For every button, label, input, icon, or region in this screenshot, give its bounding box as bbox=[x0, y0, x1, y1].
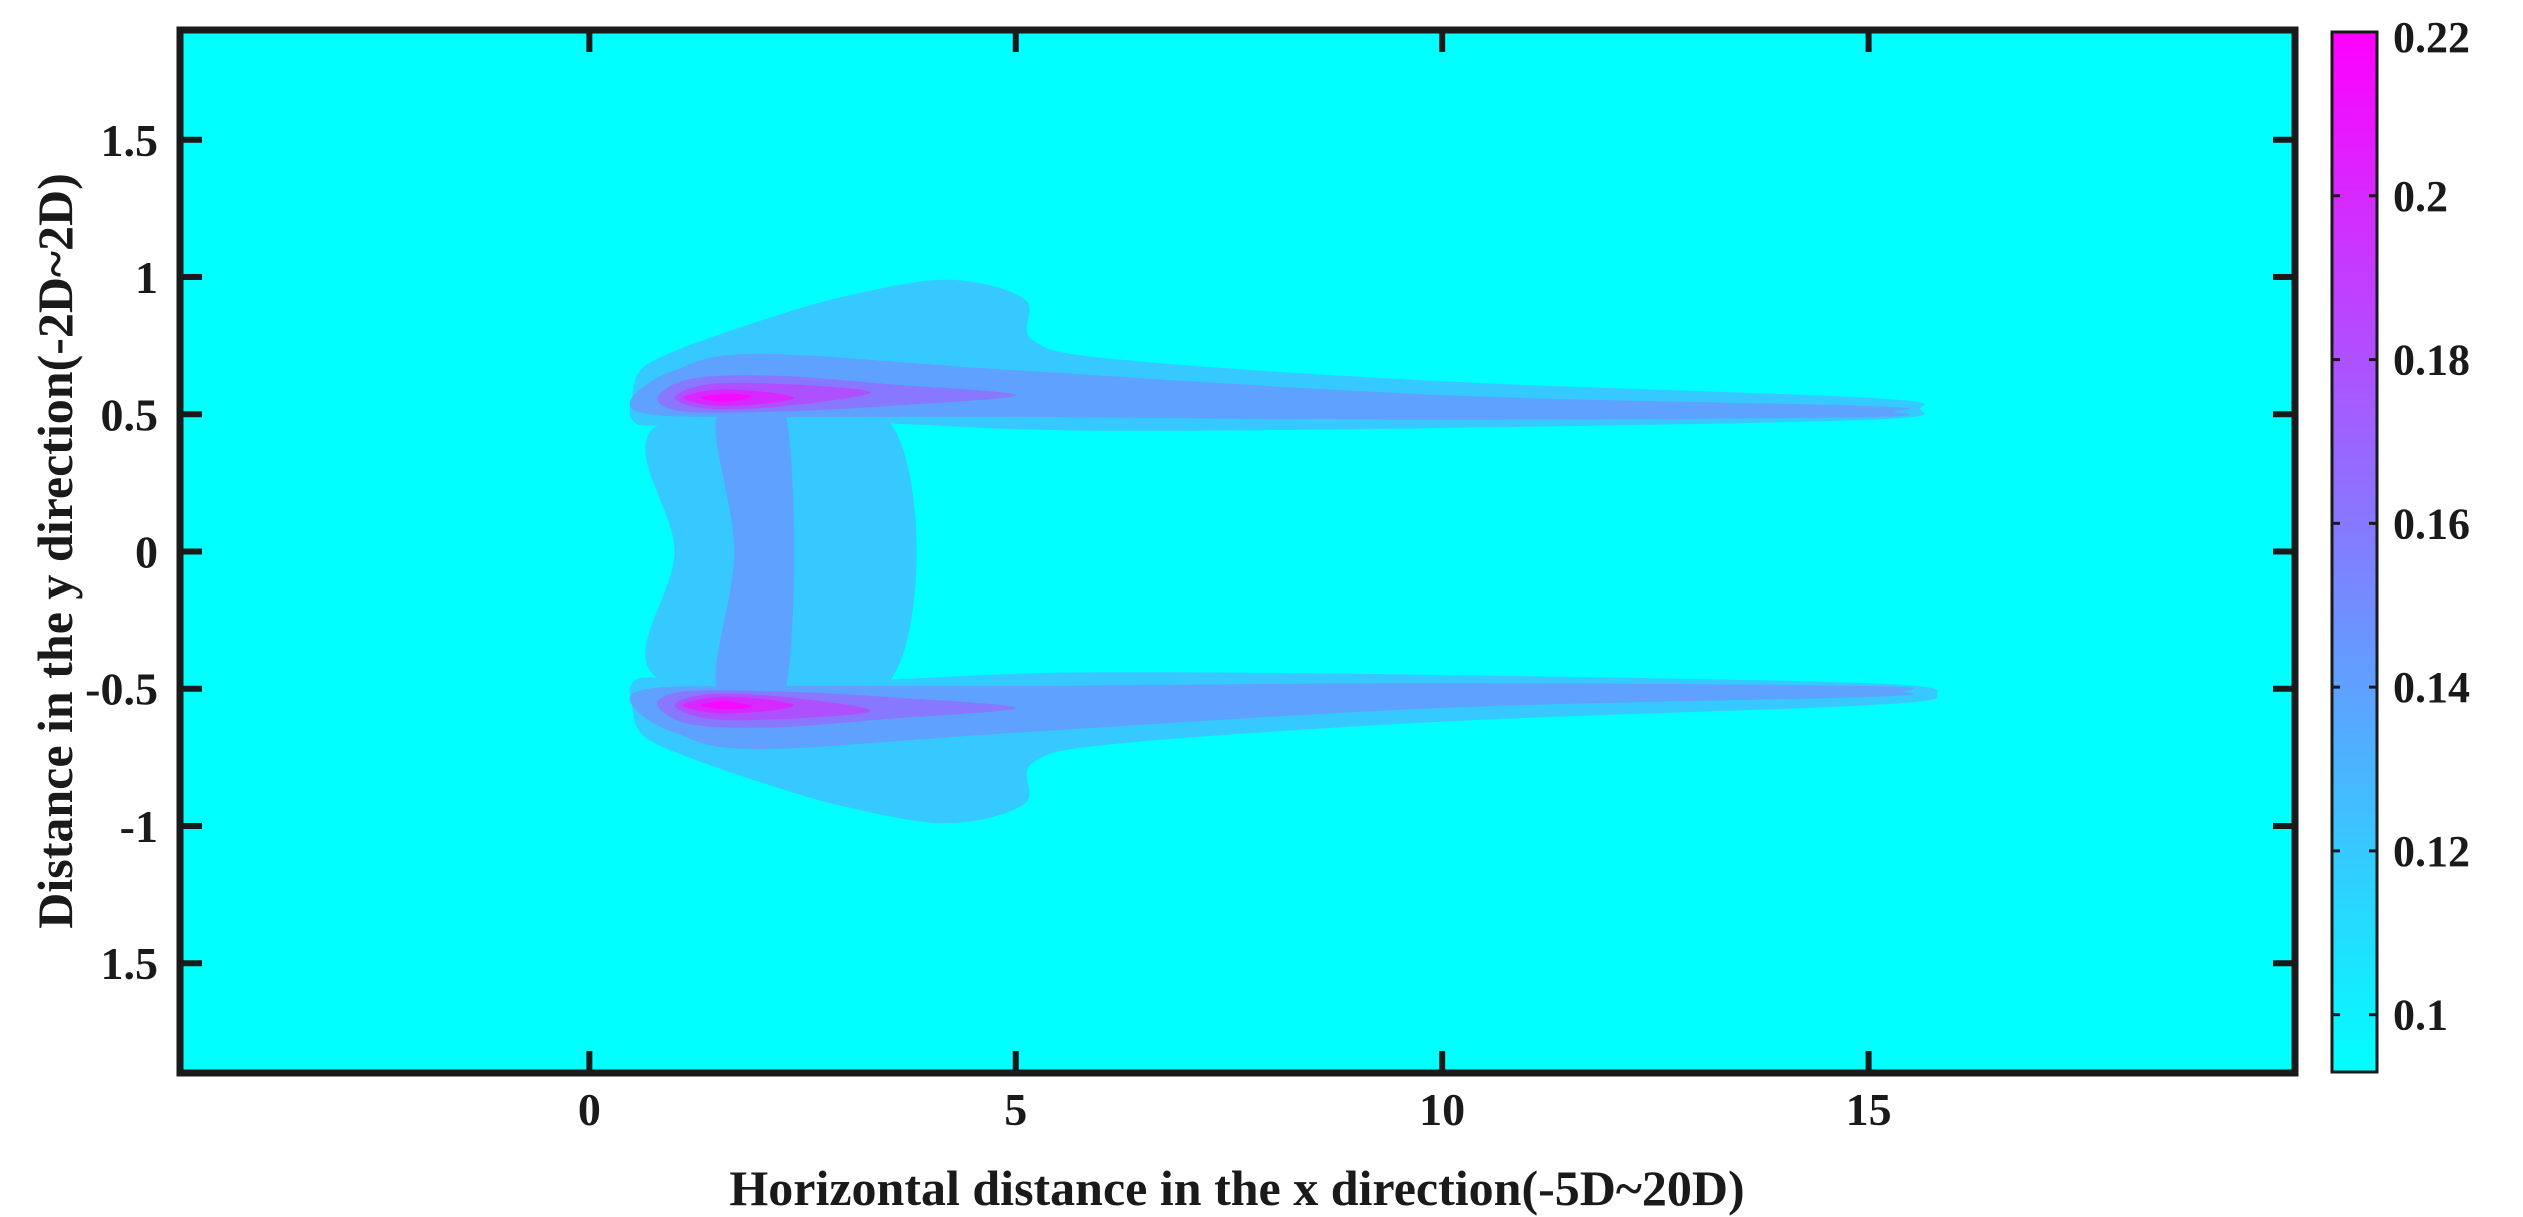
x-axis-ticks: 0 5 10 15 bbox=[578, 30, 1892, 1135]
y-tick-label: 1 bbox=[135, 252, 158, 303]
x-tick-label: 5 bbox=[1004, 1084, 1027, 1135]
colorbar-tick-label: 0.22 bbox=[2393, 13, 2470, 62]
y-tick-label: -1 bbox=[120, 801, 158, 852]
y-axis-ticks: 1.5 1 0.5 0 -0.5 -1 1.5 bbox=[85, 115, 2295, 989]
plot-background bbox=[180, 30, 2295, 1073]
contour-region-band-top bbox=[629, 353, 1911, 420]
x-axis-label: Horizontal distance in the x direction(-… bbox=[729, 1160, 1744, 1216]
contour-region-band-bottom bbox=[629, 683, 1915, 750]
colorbar-tick-label: 0.18 bbox=[2393, 336, 2470, 385]
x-tick-label: 10 bbox=[1419, 1084, 1465, 1135]
y-tick-label: 0 bbox=[135, 527, 158, 578]
x-tick-label: 0 bbox=[578, 1084, 601, 1135]
contour-region-core-top-215 bbox=[700, 393, 752, 402]
contour-region-bridge-inner bbox=[715, 387, 795, 716]
y-tick-label: 1.5 bbox=[101, 938, 159, 989]
y-tick-label: -0.5 bbox=[85, 664, 158, 715]
contour-layer bbox=[629, 279, 1938, 824]
x-tick-label: 15 bbox=[1846, 1084, 1892, 1135]
y-axis-label: Distance in the y direction(-2D~2D) bbox=[27, 173, 83, 929]
colorbar-ticks: 0.1 0.12 0.14 0.16 0.18 0.2 0.22 bbox=[2332, 13, 2470, 1040]
colorbar-tick-label: 0.1 bbox=[2393, 991, 2448, 1040]
contour-region-core-bottom-215 bbox=[700, 701, 752, 710]
y-tick-label: 0.5 bbox=[101, 389, 159, 440]
colorbar-tick-label: 0.12 bbox=[2393, 827, 2470, 876]
colorbar-tick-label: 0.16 bbox=[2393, 499, 2470, 548]
colorbar-tick-label: 0.2 bbox=[2393, 172, 2448, 221]
colorbar-tick-label: 0.14 bbox=[2393, 663, 2470, 712]
colorbar bbox=[2330, 30, 2379, 1074]
y-tick-label: 1.5 bbox=[101, 115, 159, 166]
